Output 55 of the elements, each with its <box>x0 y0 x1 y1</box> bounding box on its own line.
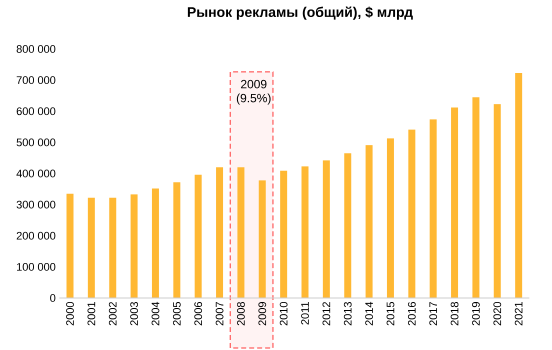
bar <box>472 97 480 298</box>
bar <box>109 198 116 298</box>
bar <box>386 138 394 298</box>
y-tick-label: 100 000 <box>17 263 56 271</box>
bar <box>152 188 159 298</box>
bar <box>66 194 74 298</box>
bar <box>194 174 202 298</box>
x-tick-label: 2015 <box>386 302 394 326</box>
y-tick-label: 600 000 <box>16 107 56 116</box>
x-tick-label: 2018 <box>450 302 458 326</box>
y-tick-label: 300 000 <box>16 200 56 209</box>
x-tick-label: 2017 <box>429 302 438 326</box>
bar <box>258 180 266 298</box>
x-tick-label: 2006 <box>194 302 202 326</box>
bar <box>88 198 95 298</box>
x-tick-label: 2004 <box>152 302 160 326</box>
x-tick-label: 2016 <box>408 302 416 326</box>
x-tick-label: 2005 <box>172 302 181 326</box>
bar <box>173 182 180 298</box>
bar <box>216 167 224 298</box>
x-tick-label: 2000 <box>66 302 74 326</box>
bar <box>366 145 373 298</box>
x-tick-label: 2012 <box>322 302 330 326</box>
x-tick-label: 2011 <box>301 302 309 325</box>
y-tick-label: 400 000 <box>16 170 56 178</box>
x-tick-label: 2013 <box>344 302 352 326</box>
bar <box>515 72 522 298</box>
y-tick-label: 800 000 <box>16 45 56 53</box>
x-tick-label: 2021 <box>514 302 523 326</box>
y-tick-label: 500 000 <box>16 138 56 146</box>
bar <box>302 166 308 298</box>
chart-title: Рынок рекламы (общий), $ млрд <box>188 6 413 20</box>
y-tick-label: 200 000 <box>16 232 56 240</box>
x-tick-label: 2001 <box>87 302 96 326</box>
y-tick-label: 700 000 <box>16 76 56 84</box>
x-tick-label: 2007 <box>216 302 224 326</box>
x-tick-label: 2002 <box>108 302 117 326</box>
bar <box>344 153 352 298</box>
bar <box>408 130 416 298</box>
x-tick-label: 2014 <box>365 302 373 326</box>
x-tick-label: 2019 <box>472 302 480 326</box>
bar <box>237 167 244 298</box>
x-tick-label: 2003 <box>130 302 138 326</box>
band-label: 2009 (9.5%) <box>236 80 271 105</box>
bar <box>451 108 458 298</box>
x-tick-label: 2010 <box>280 302 288 326</box>
bar <box>130 194 138 298</box>
x-tick-label: 2008 <box>237 302 245 326</box>
x-tick-label: 2020 <box>493 302 502 326</box>
bar <box>494 104 501 298</box>
bar <box>280 170 288 298</box>
y-tick-label: 0 <box>50 294 56 302</box>
bar <box>430 119 437 298</box>
x-tick-label: 2009 <box>258 302 266 326</box>
bar <box>322 160 330 298</box>
